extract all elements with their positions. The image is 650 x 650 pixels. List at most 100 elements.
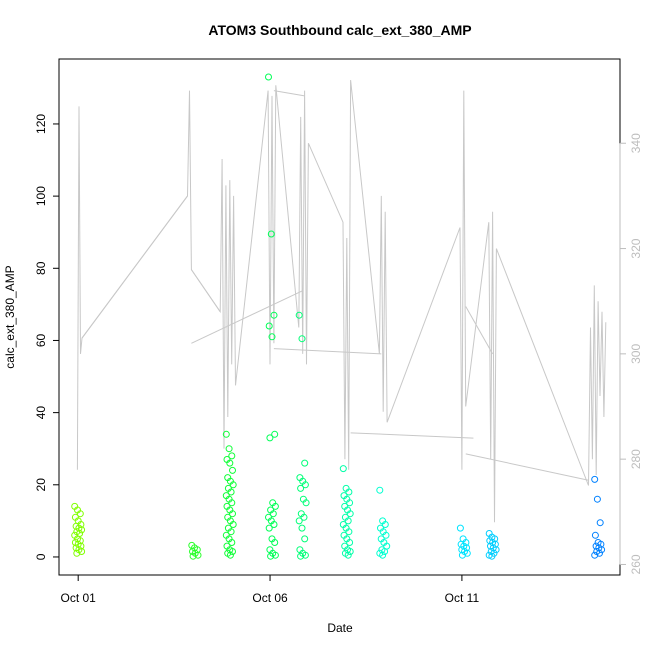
scatter-point — [269, 510, 277, 518]
scatter-point — [228, 452, 236, 460]
scatter-point — [346, 539, 354, 546]
secondary-line-connector — [465, 453, 589, 481]
scatter-point — [462, 539, 470, 546]
scatter-point — [491, 535, 499, 543]
scatter-point — [229, 481, 237, 489]
scatter-point — [77, 521, 85, 528]
scatter-point — [226, 551, 234, 559]
scatter-point — [222, 430, 230, 438]
x-tick-label: Oct 06 — [252, 591, 288, 605]
axis-layer: 0 20 40 60 80 100 120 260 280 300 320 340 Oct 01 Oct … — [34, 114, 643, 605]
scatter-point — [345, 488, 353, 496]
scatter-point — [301, 551, 309, 559]
scatter-point — [346, 510, 354, 518]
scatter-point — [271, 551, 279, 559]
scatter-point — [270, 311, 278, 319]
scatter-point — [596, 549, 603, 557]
y-tick-label: 100 — [34, 186, 48, 206]
secondary-line-connector — [81, 195, 188, 339]
scatter-point — [302, 499, 310, 507]
scatter-point — [229, 510, 236, 518]
scatter-point — [301, 535, 309, 543]
x-axis-label: Date — [327, 621, 353, 635]
scatter-point — [76, 537, 84, 545]
scatter-point — [229, 521, 237, 528]
scatter-point — [596, 519, 604, 527]
scatter-point — [228, 539, 236, 546]
scatter-point — [301, 481, 309, 489]
secondary-line-connector — [465, 306, 494, 355]
scatter-point — [346, 548, 354, 555]
scatter-point — [345, 528, 353, 536]
scatter-point — [265, 322, 273, 330]
secondary-line-connector — [273, 90, 305, 97]
scatter-point — [298, 335, 306, 343]
y-tick-label: 40 — [34, 406, 48, 420]
scatter-point — [381, 521, 389, 528]
scatter-point — [376, 486, 384, 494]
y-tick-label: 20 — [34, 478, 48, 492]
scatter-point — [73, 549, 81, 557]
scatter-point — [382, 531, 390, 539]
scatter-point — [344, 551, 352, 559]
scatter-point — [268, 333, 276, 341]
scatter-point — [346, 499, 354, 507]
scatter-point — [194, 551, 202, 559]
scatter-point — [491, 540, 499, 548]
scatter-point — [226, 459, 234, 467]
scatter-point — [266, 434, 274, 442]
scatter-point — [265, 524, 273, 532]
y-axis-label: calc_ext_380_AMP — [3, 265, 17, 368]
scatter-point — [189, 552, 197, 560]
y2-tick-label: 280 — [629, 449, 643, 469]
y2-tick-label: 320 — [629, 238, 643, 258]
scatter-point — [265, 73, 272, 81]
scatter-point — [267, 552, 275, 560]
series-layer — [71, 73, 607, 560]
chart-title: ATOM3 Southbound calc_ext_380_AMP — [208, 22, 471, 38]
scatter-point — [78, 548, 86, 555]
scatter-point — [271, 502, 279, 510]
scatter-point — [76, 510, 84, 518]
scatter-point — [381, 548, 389, 555]
scatter-point — [270, 521, 278, 528]
y2-tick-label: 300 — [629, 344, 643, 364]
secondary-line-connector — [350, 432, 474, 439]
y2-tick-label: 260 — [629, 554, 643, 574]
scatter-point — [227, 488, 235, 496]
y-tick-label: 80 — [34, 261, 48, 275]
scatter-point — [339, 465, 347, 473]
plot-frame — [58, 58, 621, 576]
scatter-point — [78, 526, 86, 534]
y-tick-label: 120 — [34, 114, 48, 134]
x-tick-label: Oct 11 — [445, 591, 480, 605]
scatter-point — [229, 466, 236, 474]
scatter-point — [591, 551, 599, 559]
y-tick-label: 60 — [34, 333, 48, 347]
scatter-point — [295, 517, 303, 525]
secondary-line-connector — [273, 348, 382, 355]
y2-tick-label: 340 — [629, 133, 643, 153]
scatter-point — [271, 430, 279, 438]
scatter-point — [225, 445, 233, 453]
scatter-point — [77, 542, 85, 550]
scatter-point — [456, 524, 464, 532]
secondary-line-connector — [190, 269, 221, 313]
scatter-point — [597, 540, 605, 548]
scatter-point — [228, 499, 236, 507]
scatter-point — [271, 539, 279, 546]
scatter-point — [598, 546, 606, 554]
scatter-point — [591, 475, 599, 483]
scatter-point — [488, 552, 496, 560]
scatter-point — [227, 528, 235, 536]
scatter-point — [591, 531, 599, 539]
x-tick-label: Oct 01 — [61, 591, 97, 605]
scatter-point — [300, 513, 308, 521]
scatter-point — [267, 230, 275, 238]
scatter-point — [463, 544, 471, 552]
scatter-point — [344, 517, 352, 525]
secondary-line-series — [76, 80, 607, 523]
secondary-line-connector — [191, 290, 303, 344]
scatter-point — [295, 311, 303, 319]
